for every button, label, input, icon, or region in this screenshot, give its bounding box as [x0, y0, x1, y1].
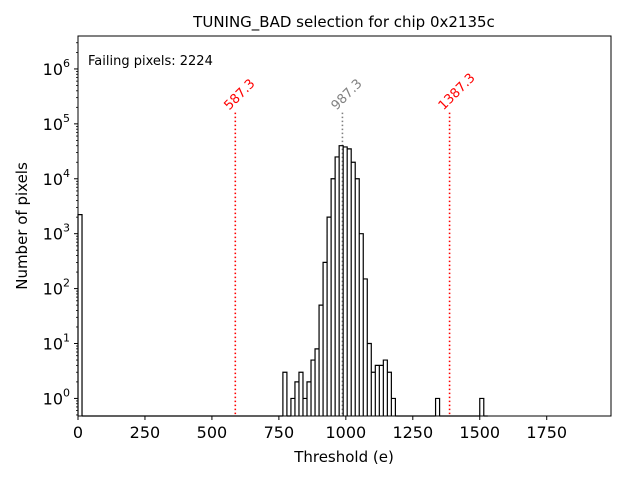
histogram-bin-57: [307, 382, 311, 416]
histogram-bin-60: [319, 305, 323, 416]
histogram-bin-59: [315, 349, 319, 416]
histogram-bin-62: [327, 217, 331, 416]
x-tick-label-6: 1500: [459, 423, 500, 442]
y-tick-label-0: 100: [43, 386, 70, 408]
histogram-bin-75: [379, 365, 383, 416]
chart-title: TUNING_BAD selection for chip 0x2135c: [192, 13, 495, 32]
histogram-bin-78: [391, 398, 395, 416]
histogram-bin-67: [347, 149, 351, 416]
histogram-bin-68: [351, 162, 355, 416]
histogram-bin-89: [436, 398, 440, 416]
histogram-bin-66: [343, 147, 347, 416]
y-axis-label: Number of pixels: [13, 162, 31, 290]
y-tick-label-4: 104: [43, 167, 70, 189]
histogram-bin-0: [78, 215, 82, 416]
histogram-bin-63: [331, 179, 335, 416]
x-axis-label: Threshold (e): [293, 448, 394, 466]
histogram-bin-54: [295, 382, 299, 416]
x-tick-label-0: 0: [73, 423, 83, 442]
histogram-bin-70: [359, 234, 363, 416]
x-tick-label-5: 1250: [392, 423, 433, 442]
histogram-bin-69: [355, 179, 359, 416]
histogram-bin-61: [323, 262, 327, 416]
histogram-bin-76: [383, 360, 387, 416]
x-tick-label-7: 1750: [526, 423, 567, 442]
histogram-bin-51: [283, 372, 287, 416]
y-axis-ticks: 100 101 102 103 104 105 106: [43, 42, 78, 416]
plot-frame: [77, 35, 612, 417]
x-tick-label-2: 500: [197, 423, 228, 442]
histogram-bin-55: [299, 372, 303, 416]
x-tick-label-1: 250: [130, 423, 161, 442]
histogram-bin-64: [335, 157, 339, 416]
y-tick-label-2: 102: [43, 277, 70, 299]
x-tick-label-3: 750: [264, 423, 295, 442]
x-tick-label-4: 1000: [325, 423, 366, 442]
histogram-bin-73: [371, 372, 375, 416]
histogram-bin-53: [291, 398, 295, 416]
y-tick-label-5: 105: [43, 112, 70, 134]
histogram-bin-71: [363, 279, 367, 416]
x-axis-ticks: 0 250 500 750 1000 1250 1500 1750: [73, 416, 567, 442]
y-tick-label-3: 103: [43, 222, 70, 244]
histogram-bin-58: [311, 360, 315, 416]
y-tick-label-6: 106: [43, 57, 70, 79]
histogram-bin-65: [339, 146, 343, 416]
histogram-bin-74: [375, 365, 379, 416]
histogram-bin-72: [367, 344, 371, 416]
histogram-bin-100: [480, 398, 484, 416]
y-tick-label-1: 101: [43, 332, 70, 354]
failing-pixels-annotation: Failing pixels: 2224: [88, 54, 213, 69]
histogram-bin-77: [387, 372, 391, 416]
histogram-bin-56: [303, 398, 307, 416]
